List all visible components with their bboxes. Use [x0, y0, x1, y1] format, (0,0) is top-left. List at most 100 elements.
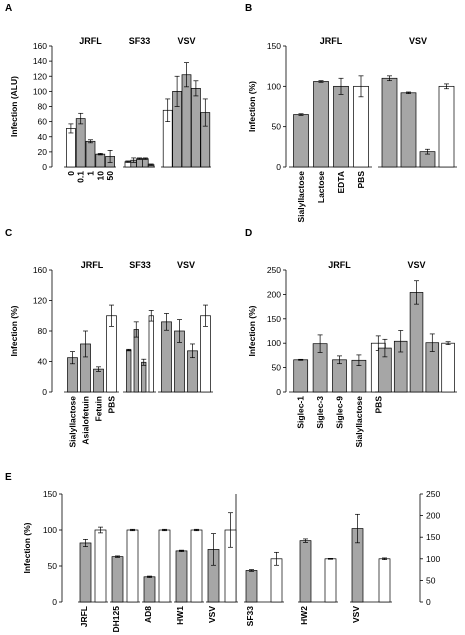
- bar: [200, 315, 211, 393]
- bar: [293, 359, 309, 393]
- y-axis-label: Infection (%): [247, 305, 257, 356]
- bar: [95, 153, 106, 168]
- bar: [75, 118, 86, 168]
- y-tick-label: 160: [33, 41, 47, 51]
- bar: [400, 92, 417, 168]
- x-tick-label: Asialofetuin: [81, 396, 91, 445]
- y-axis-label: Infection (%): [22, 522, 32, 573]
- bar: [191, 87, 201, 168]
- x-tick-label: VSV: [207, 606, 217, 623]
- y-tick-label: 200: [267, 289, 281, 299]
- bar: [299, 540, 312, 603]
- x-tick-label: Sialyllactose: [68, 396, 78, 448]
- group-label: JRFL: [81, 260, 104, 270]
- bar: [332, 359, 347, 393]
- x-tick-label: 1: [86, 171, 96, 176]
- bar: [79, 542, 92, 603]
- x-tick-label: AD8: [143, 606, 153, 623]
- bar: [190, 529, 203, 603]
- group-label: JRFL: [320, 36, 343, 46]
- y-tick-label: 50: [272, 122, 282, 132]
- y-tick-label: 0: [42, 387, 47, 397]
- bar: [324, 558, 337, 603]
- y-tick-label: 0: [42, 162, 47, 172]
- x-tick-label: Siglec-3: [315, 396, 325, 429]
- bar: [158, 529, 171, 603]
- y-tick-label: 150: [43, 489, 57, 499]
- x-tick-label: PBS: [356, 171, 366, 189]
- x-tick-label: HW2: [299, 606, 309, 625]
- bar: [126, 349, 132, 393]
- group-label: JRFL: [79, 36, 102, 46]
- bar: [245, 570, 258, 603]
- y-tick-label: 40: [38, 357, 48, 367]
- x-tick-label: SF33: [245, 606, 255, 627]
- y-tick-label: 250: [267, 265, 281, 275]
- y-tick-label: 80: [38, 326, 48, 336]
- panel-label: D: [245, 228, 252, 239]
- x-tick-label: 10: [95, 171, 105, 181]
- bar: [378, 558, 391, 603]
- bar: [106, 315, 117, 393]
- x-tick-label: PBS: [107, 396, 117, 414]
- bar: [85, 140, 96, 168]
- y-tick-label: 160: [33, 265, 47, 275]
- y-tick-label: 0: [276, 387, 281, 397]
- y-tick-label: 60: [38, 117, 48, 127]
- group-label: VSV: [177, 260, 195, 270]
- y-axis-label: Infection (ALU): [9, 76, 19, 137]
- y-tick-label: 40: [38, 132, 48, 142]
- y-tick-label: 80: [38, 102, 48, 112]
- x-tick-label: Sialyllactose: [296, 171, 306, 223]
- y-tick-label: 0: [426, 597, 431, 607]
- group-label: SF33: [129, 36, 151, 46]
- y-tick-label: 100: [267, 338, 281, 348]
- bar: [142, 158, 149, 168]
- bar: [136, 158, 143, 168]
- panel-label: A: [5, 3, 12, 14]
- y-tick-label: 100: [267, 81, 281, 91]
- y-axis-label: Infection (%): [247, 81, 257, 132]
- group-label: JRFL: [328, 260, 351, 270]
- x-tick-label: JRFL: [79, 606, 89, 627]
- bar: [175, 550, 188, 603]
- x-tick-label: Siglec-9: [335, 396, 345, 429]
- y-tick-label: 150: [426, 532, 440, 542]
- y-tick-label: 200: [426, 511, 440, 521]
- bar: [353, 85, 369, 168]
- bar: [143, 576, 156, 603]
- panel-label: E: [5, 472, 12, 483]
- y-tick-label: 120: [33, 71, 47, 81]
- x-tick-label: PBS: [373, 396, 383, 414]
- y-tick-label: 100: [43, 525, 57, 535]
- x-tick-label: Siglec-1: [296, 396, 306, 429]
- y-tick-label: 50: [272, 363, 282, 373]
- group-label: VSV: [407, 260, 425, 270]
- x-tick-label: Lactose: [316, 171, 326, 203]
- bar: [333, 85, 349, 168]
- group-label: VSV: [177, 36, 195, 46]
- x-tick-label: 0.1: [76, 171, 86, 183]
- bar: [94, 529, 107, 603]
- bar: [441, 342, 455, 393]
- bar: [126, 529, 139, 603]
- y-tick-label: 0: [276, 162, 281, 172]
- bar: [438, 85, 455, 168]
- bar: [161, 321, 172, 393]
- bar: [111, 556, 124, 603]
- bar: [93, 368, 104, 393]
- x-tick-label: EDTA: [336, 171, 346, 194]
- bar: [133, 329, 139, 393]
- panel-label: B: [245, 3, 252, 14]
- y-tick-label: 150: [267, 314, 281, 324]
- y-tick-label: 140: [33, 56, 47, 66]
- y-axis-label: Infection (%): [9, 305, 19, 356]
- y-tick-label: 50: [426, 575, 436, 585]
- bar: [313, 81, 329, 168]
- group-label: SF33: [129, 260, 151, 270]
- y-tick-label: 0: [52, 597, 57, 607]
- bar: [141, 361, 147, 393]
- y-tick-label: 50: [48, 561, 58, 571]
- panel-label: C: [5, 228, 12, 239]
